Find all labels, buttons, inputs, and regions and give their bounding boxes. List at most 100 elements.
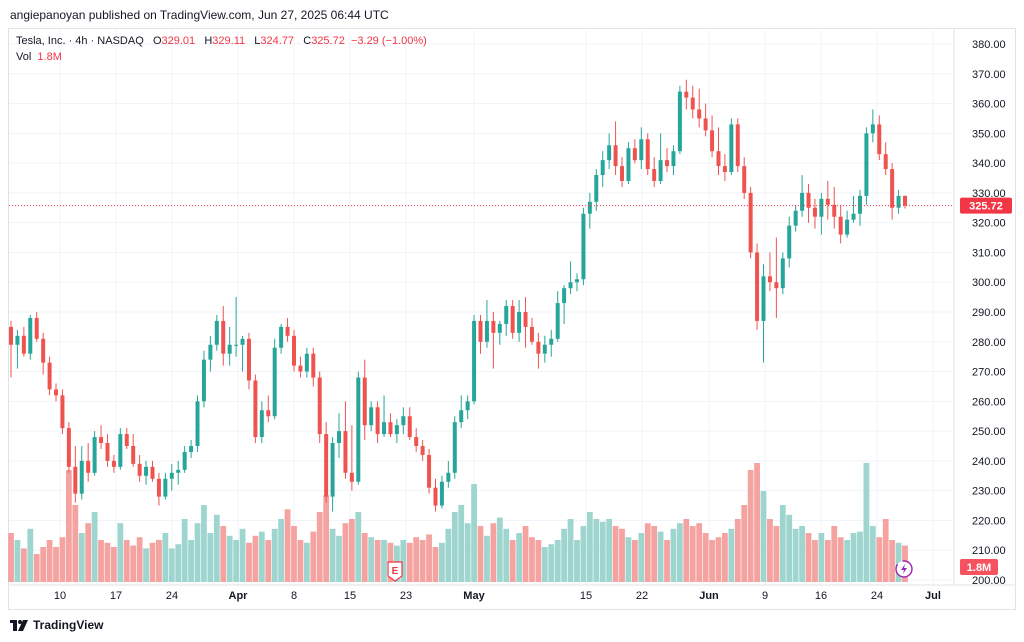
candle-body: [645, 139, 650, 170]
volume-bar: [548, 544, 555, 582]
candle-body: [517, 312, 522, 333]
volume-bar: [747, 470, 754, 582]
chart-legend: Tesla, Inc. · 4h · NASDAQ O329.01 H329.1…: [16, 33, 427, 65]
volume-bar: [323, 495, 330, 582]
volume-bar: [863, 463, 870, 582]
volume-bar: [728, 528, 735, 582]
volume-bar: [419, 540, 426, 582]
volume-bar: [220, 526, 227, 582]
volume-bar: [297, 540, 304, 582]
candle-body: [246, 338, 251, 381]
legend-close-value: 325.72: [311, 35, 345, 47]
candle-body: [369, 407, 374, 426]
legend-volume-label: Vol: [16, 51, 32, 63]
candle-body: [407, 416, 412, 438]
volume-bar: [85, 523, 92, 582]
volume-bar: [792, 528, 799, 582]
y-tick-label: 290.00: [972, 307, 1006, 319]
volume-bar: [644, 523, 651, 582]
volume-bar: [368, 537, 375, 582]
y-tick-label: 370.00: [972, 69, 1006, 81]
chart-frame[interactable]: [8, 28, 1016, 610]
volume-bar: [226, 535, 233, 582]
candle-body: [710, 130, 715, 152]
candle-body: [427, 454, 432, 488]
volume-bar: [464, 523, 471, 582]
candle-body: [298, 365, 303, 372]
tradingview-logo-icon: [10, 619, 28, 631]
volume-bar: [606, 519, 613, 582]
y-tick-label: 380.00: [972, 39, 1006, 51]
legend-change: −3.29 (−1.00%): [350, 35, 427, 47]
candle-body: [253, 380, 258, 438]
candle-body: [214, 320, 219, 345]
volume-bar: [406, 542, 413, 582]
candle-body: [382, 422, 387, 435]
last-volume-badge: [960, 559, 998, 575]
legend-symbol[interactable]: Tesla, Inc. · 4h · NASDAQ: [16, 35, 144, 47]
candle-body: [240, 338, 245, 345]
volume-bar: [130, 545, 137, 582]
legend-open-value: 329.01: [161, 35, 196, 47]
y-tick-label: 260.00: [972, 396, 1006, 408]
volume-bar: [889, 540, 896, 582]
candle-body: [819, 198, 824, 217]
volume-bars: [8, 463, 908, 582]
candle-body: [330, 443, 335, 497]
candle-body: [665, 160, 670, 167]
volume-bar: [760, 491, 767, 582]
volume-bar: [213, 514, 220, 582]
candle-body: [388, 422, 393, 435]
volume-bar: [78, 533, 85, 582]
volume-bar: [33, 554, 40, 582]
y-tick-label: 350.00: [972, 128, 1006, 140]
y-tick-label: 250.00: [972, 426, 1006, 438]
volume-bar: [767, 519, 773, 582]
candle-body: [169, 472, 174, 479]
candle-body: [356, 377, 361, 482]
candle-body: [79, 460, 84, 494]
volume-bar: [104, 542, 111, 582]
candle-body: [748, 192, 753, 253]
volume-bar: [580, 526, 587, 582]
candle-body: [491, 320, 496, 333]
candle-body: [124, 434, 129, 446]
volume-bar: [40, 547, 47, 582]
y-tick-label: 220.00: [972, 515, 1006, 527]
volume-bar: [574, 540, 580, 582]
candle-body: [414, 437, 419, 446]
candle-body: [652, 169, 657, 181]
volume-bar: [754, 463, 760, 582]
candle-body: [864, 133, 869, 196]
candle-body: [562, 288, 567, 304]
volume-bar: [619, 528, 625, 582]
x-tick-label: 23: [400, 590, 412, 602]
volume-bar: [188, 540, 194, 582]
volume-bar: [529, 537, 535, 582]
volume-bar: [271, 528, 278, 582]
candle-body: [716, 151, 721, 167]
earnings-marker-icon: [387, 561, 403, 582]
volume-bar: [805, 533, 812, 582]
candle-body: [639, 139, 644, 161]
volume-bar: [91, 512, 98, 582]
volume-bar: [168, 548, 175, 582]
volume-bar: [329, 528, 336, 582]
volume-bar: [496, 517, 503, 582]
candle-body: [99, 437, 104, 444]
volume-bar: [741, 505, 748, 582]
volume-bar: [471, 484, 477, 582]
candle-body: [761, 276, 766, 321]
candle-body: [510, 306, 515, 333]
candle-body: [401, 416, 406, 426]
candle-body: [845, 219, 850, 235]
candle-body: [9, 326, 13, 345]
candle-body: [375, 407, 380, 435]
tradingview-footer[interactable]: TradingView: [10, 618, 103, 632]
candle-body: [832, 204, 837, 217]
volume-bar: [586, 512, 593, 582]
candle-body: [362, 377, 367, 426]
y-tick-label: 300.00: [972, 277, 1006, 289]
candle-body: [118, 434, 123, 467]
